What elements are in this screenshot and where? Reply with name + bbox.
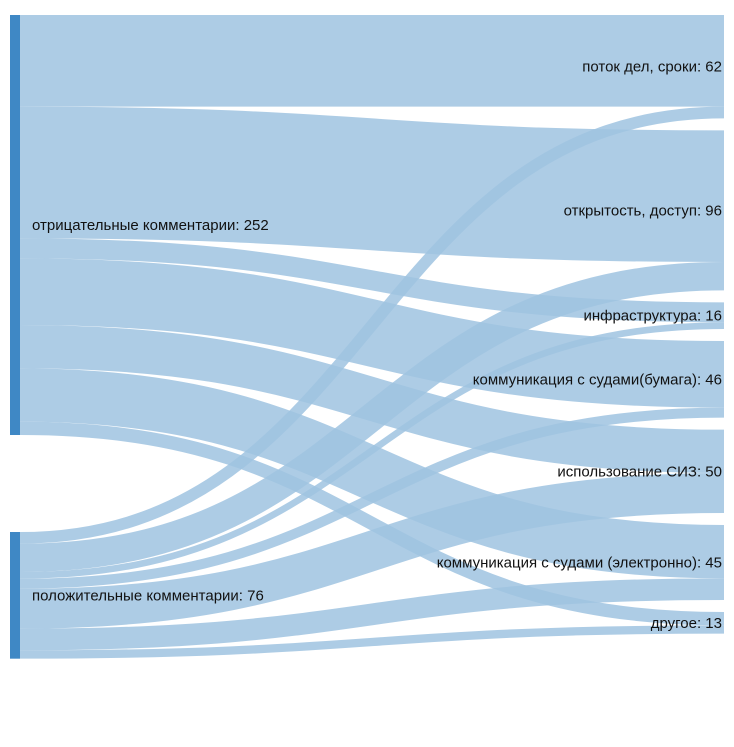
sankey-link-neg-infra xyxy=(19,238,725,323)
source-label-neg: отрицательные комментарии: 252 xyxy=(32,217,269,234)
sankey-labels: отрицательные комментарии: 252 положитель… xyxy=(32,59,722,632)
sankey-link-pos-other xyxy=(19,625,725,659)
sankey-link-pos-elec xyxy=(19,578,725,651)
sankey-links xyxy=(19,15,725,659)
sankey-link-pos-infra xyxy=(19,322,725,579)
source-node-neg xyxy=(10,15,20,436)
target-label-other: другое: 13 xyxy=(651,615,722,632)
sankey-link-neg-elec xyxy=(19,368,725,579)
target-label-infra: инфраструктура: 16 xyxy=(583,308,722,325)
target-label-elec: коммуникация с судами (электронно): 45 xyxy=(437,555,722,572)
sankey-link-pos-open xyxy=(19,262,725,573)
sankey-link-pos-paper xyxy=(19,407,725,589)
sankey-nodes xyxy=(10,15,20,659)
target-label-paper: коммуникация с судами(бумага): 46 xyxy=(473,371,722,388)
sankey-link-pos-flow xyxy=(19,106,725,544)
sankey-link-neg-open xyxy=(19,106,725,263)
sankey-link-neg-other xyxy=(19,421,725,626)
target-label-siz: использование СИЗ: 50 xyxy=(557,463,722,480)
source-label-pos: положительные комментарии: 76 xyxy=(32,587,264,604)
target-label-flow: поток дел, сроки: 62 xyxy=(582,59,722,76)
target-label-open: открытость, доступ: 96 xyxy=(564,202,722,219)
source-node-pos xyxy=(10,532,20,659)
sankey-link-pos-siz xyxy=(19,473,725,629)
